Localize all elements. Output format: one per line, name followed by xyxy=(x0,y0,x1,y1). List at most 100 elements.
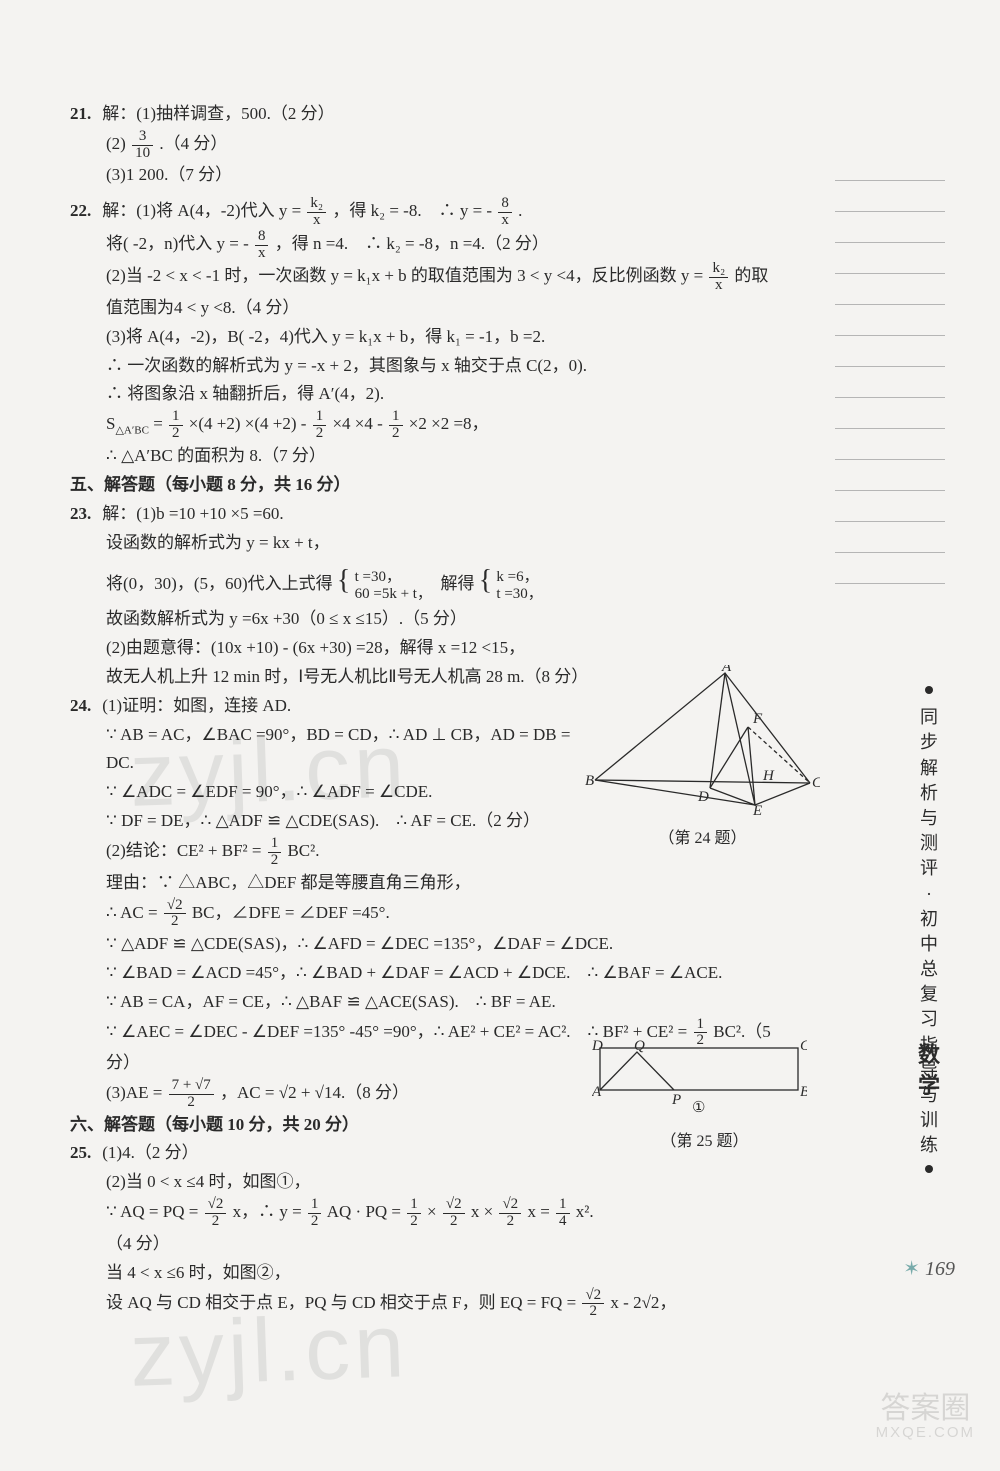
sys1: t =30， xyxy=(355,569,432,586)
q22-l6: ∴ 一次函数的解析式为 y = -x + 2，其图象与 x 轴交于点 C(2，0… xyxy=(106,352,790,381)
q22-l8c: ×(4 +2) ×(4 +2) - xyxy=(189,415,311,434)
d: 2 xyxy=(313,426,327,442)
q22-l2b: ，得 n =4. ∴ k₂ = -8，n =4.（2 分） xyxy=(275,234,549,253)
q24-l6: 理由：∵ △ABC，△DEF 都是等腰直角三角形， xyxy=(106,869,790,898)
figure-24-svg: A B C D E F H xyxy=(585,665,820,815)
q22-l3a: (2)当 -2 < x < -1 时，一次函数 y = k₁x + b 的取值范… xyxy=(106,266,707,285)
q24-l7: ∴ AC = √22 BC，∠DFE = ∠DEF =45°. xyxy=(106,898,790,931)
q24-l8: ∵ △ADF ≌ △CDE(SAS)，∴ ∠AFD = ∠DEC =135°，∠… xyxy=(106,930,790,959)
q22-l2: 将( -2，n)代入 y = - 8x ，得 n =4. ∴ k₂ = -8，n… xyxy=(106,229,790,262)
q22-l8d: ×4 ×4 - xyxy=(332,415,387,434)
q25-l5a: 设 AQ 与 CD 相交于点 E，PQ 与 CD 相交于点 F，则 EQ = F… xyxy=(106,1293,580,1312)
frac-half-4: 12 xyxy=(268,836,282,869)
watermark-mxqe-top: 答案圈 xyxy=(880,1392,970,1425)
q23-l2: 设函数的解析式为 y = kx + t， xyxy=(106,529,790,558)
n: 1 xyxy=(169,409,183,426)
q22-l3: (2)当 -2 < x < -1 时，一次函数 y = k₁x + b 的取值范… xyxy=(106,261,790,294)
q21: 21. 解：(1)抽样调查，500.（2 分） (2) 310 .（4 分） (… xyxy=(70,100,790,190)
n: 1 xyxy=(268,836,282,853)
q23-num: 23. xyxy=(70,500,98,529)
q21-l3: (3)1 200.（7 分） xyxy=(106,161,790,190)
side-label-series: 同步解析与测评·初中总复习指导与训练 xyxy=(918,680,940,1184)
d: 2 xyxy=(164,914,186,930)
n: √2 xyxy=(164,898,186,915)
frac-half-6: 12 xyxy=(308,1197,322,1230)
q24-l7b: BC，∠DFE = ∠DEF =45°. xyxy=(192,903,390,922)
d: 2 xyxy=(499,1214,521,1230)
q24-l1: (1)证明：如图，连接 AD. xyxy=(102,696,291,715)
pt-Q: Q xyxy=(634,1040,645,1054)
q21-l2a: (2) xyxy=(106,134,126,153)
frac-rt22-4: √22 xyxy=(499,1197,521,1230)
q25-l4: 当 4 < x ≤6 时，如图②， xyxy=(106,1259,790,1288)
q22-l1b: ，得 k₂ = -8. ∴ y = - xyxy=(332,201,496,220)
n: √2 xyxy=(205,1197,227,1214)
star-icon: ✶ xyxy=(903,1258,920,1280)
frac-k2x-2: k₂x xyxy=(709,261,728,294)
frac-quarter: 14 xyxy=(556,1197,570,1230)
q25-l3c: AQ · PQ = xyxy=(327,1202,406,1221)
n: 1 xyxy=(694,1017,708,1034)
q21-num: 21. xyxy=(70,100,98,129)
q22-l1a: 解：(1)将 A(4，-2)代入 y = xyxy=(102,201,305,220)
frac-rt22-1: √22 xyxy=(164,898,186,931)
q23-l3b: 解得 xyxy=(440,574,474,593)
page-number: ✶ 169 xyxy=(903,1256,955,1281)
figure-24-caption: （第 24 题） xyxy=(585,824,820,848)
n: 8 xyxy=(255,229,269,246)
q24-num: 24. xyxy=(70,692,98,721)
d: 2 xyxy=(169,426,183,442)
pt-circ: ① xyxy=(692,1100,705,1116)
pt-E: E xyxy=(752,803,762,815)
q24-l7a: ∴ AC = xyxy=(106,903,162,922)
frac-8x-1: 8x xyxy=(498,196,512,229)
q25-l3d: × xyxy=(427,1202,441,1221)
q25-l3b: x，∴ y = xyxy=(233,1202,306,1221)
d: 4 xyxy=(556,1214,570,1230)
q24-l2: ∵ AB = AC，∠BAC =90°，BD = CD，∴ AD ⊥ CB，AD… xyxy=(106,721,596,779)
pt-D: D xyxy=(592,1040,603,1054)
pt-B: B xyxy=(800,1084,807,1100)
pt-C: C xyxy=(800,1040,807,1054)
q25: 25. (1)4.（2 分） (2)当 0 < x ≤4 时，如图①， ∵ AQ… xyxy=(70,1139,790,1320)
frac-half-1: 12 xyxy=(169,409,183,442)
q22-l3b: 的取 xyxy=(734,266,768,285)
pt-D: D xyxy=(697,789,709,805)
pt-C: C xyxy=(812,775,820,791)
n: √2 xyxy=(499,1197,521,1214)
q22-l5: (3)将 A(4，-2)，B( -2，4)代入 y = k₁x + b，得 k₁… xyxy=(106,323,790,352)
q24-l12b: ，AC = √2 + √14.（8 分） xyxy=(220,1083,409,1102)
d: 2 xyxy=(205,1214,227,1230)
n: 1 xyxy=(313,409,327,426)
q23-l1: 解：(1)b =10 +10 ×5 =60. xyxy=(102,504,283,523)
n: √2 xyxy=(443,1197,465,1214)
q24-l9: ∵ ∠BAD = ∠ACD =45°，∴ ∠BAD + ∠DAF = ∠ACD … xyxy=(106,959,790,988)
pt-A: A xyxy=(592,1084,602,1100)
n: k₂ xyxy=(307,196,326,213)
n: 8 xyxy=(498,196,512,213)
pt-A: A xyxy=(721,665,732,675)
n: 7 + √7 xyxy=(169,1078,214,1095)
pt-B: B xyxy=(585,773,594,789)
frac-8x-2: 8x xyxy=(255,229,269,262)
d: 2 xyxy=(443,1214,465,1230)
n: k₂ xyxy=(709,261,728,278)
q22-num: 22. xyxy=(70,197,98,226)
q25-l2: (2)当 0 < x ≤4 时，如图①， xyxy=(106,1168,790,1197)
figure-24: A B C D E F H （第 24 题） xyxy=(585,665,820,848)
q22-l8sub: △A′BC xyxy=(115,425,148,437)
q22-l8b: = xyxy=(153,415,167,434)
pt-H: H xyxy=(762,768,775,784)
frac-rt22-3: √22 xyxy=(443,1197,465,1230)
d: x xyxy=(498,213,512,229)
pt-P: P xyxy=(671,1092,681,1108)
q23-l5: (2)由题意得：(10x +10) - (6x +30) =28，解得 x =1… xyxy=(106,634,790,663)
q25-l1: (1)4.（2 分） xyxy=(102,1143,198,1162)
q22-l8e: ×2 ×2 =8， xyxy=(409,415,489,434)
sys4: t =30， xyxy=(496,586,542,603)
q24-l5a: (2)结论：CE² + BF² = xyxy=(106,841,266,860)
n: 1 xyxy=(389,409,403,426)
frac-rt22-2: √22 xyxy=(205,1197,227,1230)
d: x xyxy=(709,278,728,294)
q22-l9: ∴ △A′BC 的面积为 8.（7 分） xyxy=(106,442,790,471)
